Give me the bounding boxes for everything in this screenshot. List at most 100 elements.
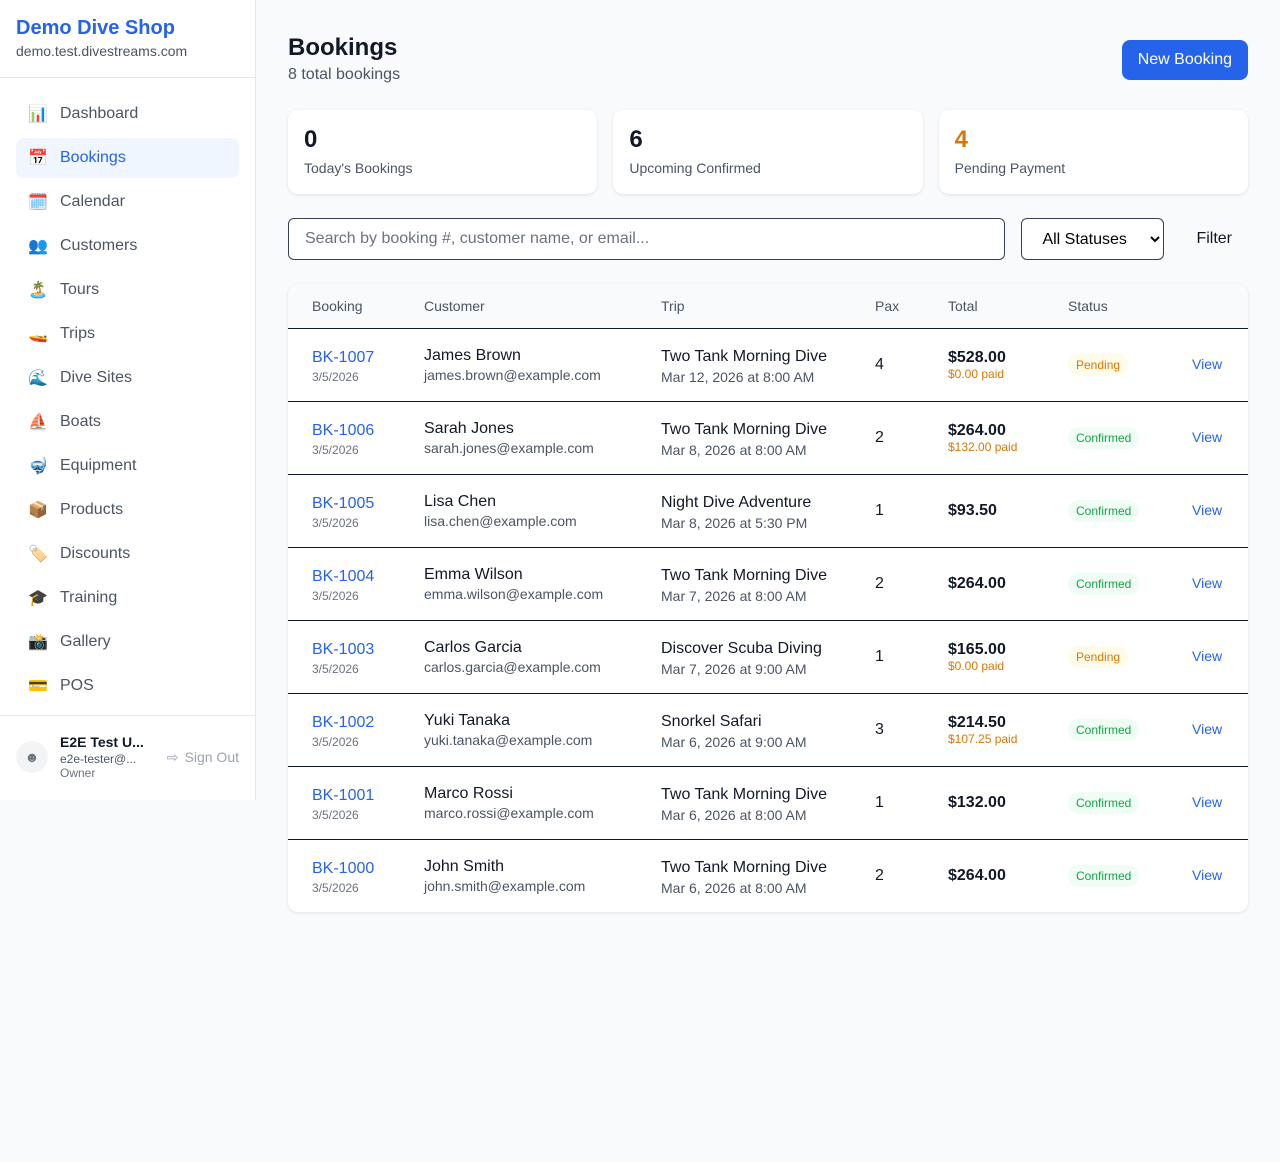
customer-name: Yuki Tanaka <box>424 711 510 729</box>
sidebar-item-label: Bookings <box>60 149 126 166</box>
booking-date: 3/5/2026 <box>312 734 359 749</box>
booking-total: $165.00 <box>948 640 1006 658</box>
table-row: BK-1002 3/5/2026 Yuki Tanaka yuki.tanaka@e… <box>288 693 1248 767</box>
discounts-icon: 🏷️ <box>28 546 48 563</box>
sidebar-item-dive-sites[interactable]: 🌊 Dive Sites <box>16 358 239 398</box>
sidebar-nav: 📊 Dashboard 📅 Bookings 🗓️ Calendar 👥 Customers 🏝… <box>0 78 255 706</box>
booking-link[interactable]: BK-1007 <box>312 348 375 366</box>
sidebar-item-tours[interactable]: 🏝️ Tours <box>16 270 239 310</box>
status-badge: Confirmed <box>1068 718 1140 741</box>
booking-link[interactable]: BK-1003 <box>312 640 375 658</box>
sidebar-item-customers[interactable]: 👥 Customers <box>16 226 239 266</box>
view-link[interactable]: View <box>1192 793 1223 810</box>
paid-amount: $132.00 paid <box>948 439 1018 454</box>
status-badge: Confirmed <box>1068 426 1140 449</box>
brand: Demo Dive Shop demo.test.divestreams.com <box>0 0 255 78</box>
sidebar-item-label: Gallery <box>60 633 111 650</box>
view-link[interactable]: View <box>1192 501 1223 518</box>
column-header: Customer <box>424 284 661 329</box>
customer-name: Lisa Chen <box>424 492 497 510</box>
view-link[interactable]: View <box>1192 866 1223 883</box>
booking-total: $93.50 <box>948 501 997 519</box>
user-email: e2e-tester@... <box>60 752 137 766</box>
stat-label: Today's Bookings <box>304 160 413 176</box>
booking-date: 3/5/2026 <box>312 442 359 457</box>
booking-link[interactable]: BK-1006 <box>312 421 375 439</box>
sidebar-item-calendar[interactable]: 🗓️ Calendar <box>16 182 239 222</box>
view-link[interactable]: View <box>1192 720 1223 737</box>
sidebar-item-label: Tours <box>60 281 100 298</box>
sign-out-button[interactable]: ⇨ Sign Out <box>167 749 239 766</box>
sidebar-item-training[interactable]: 🎓 Training <box>16 578 239 618</box>
trip-name: Two Tank Morning Dive <box>661 566 827 584</box>
user-role: Owner <box>60 766 96 780</box>
booking-link[interactable]: BK-1000 <box>312 859 375 877</box>
customer-email: carlos.garcia@example.com <box>424 658 601 675</box>
trip-time: Mar 12, 2026 at 8:00 AM <box>661 368 815 385</box>
booking-date: 3/5/2026 <box>312 807 359 822</box>
paid-amount: $0.00 paid <box>948 658 1005 673</box>
main-content: Bookings 8 total bookings New Booking 0 T… <box>288 32 1248 912</box>
paid-amount: $0.00 paid <box>948 366 1005 381</box>
booking-link[interactable]: BK-1004 <box>312 567 375 585</box>
table-row: BK-1004 3/5/2026 Emma Wilson emma.wilson@e… <box>288 547 1248 621</box>
shop-name[interactable]: Demo Dive Shop <box>16 17 175 39</box>
view-link[interactable]: View <box>1192 355 1223 372</box>
column-header: Booking <box>288 284 424 329</box>
sidebar-item-label: POS <box>60 677 94 694</box>
table-row: BK-1000 3/5/2026 John Smith john.smith@exa… <box>288 839 1248 912</box>
customer-email: yuki.tanaka@example.com <box>424 731 593 748</box>
sidebar-item-label: Customers <box>60 237 138 254</box>
stat-value: 0 <box>304 126 318 153</box>
booking-link[interactable]: BK-1005 <box>312 494 375 512</box>
stat-value: 4 <box>954 126 969 153</box>
trip-name: Two Tank Morning Dive <box>661 785 827 803</box>
trip-time: Mar 7, 2026 at 9:00 AM <box>661 660 807 677</box>
table-row: BK-1001 3/5/2026 Marco Rossi marco.rossi@e… <box>288 766 1248 840</box>
customer-email: john.smith@example.com <box>424 877 586 894</box>
filter-button[interactable]: Filter <box>1180 230 1248 248</box>
booking-date: 3/5/2026 <box>312 515 359 530</box>
sidebar-item-dashboard[interactable]: 📊 Dashboard <box>16 94 239 134</box>
sidebar-item-boats[interactable]: ⛵ Boats <box>16 402 239 442</box>
status-select[interactable]: All Statuses <box>1021 218 1165 260</box>
booking-link[interactable]: BK-1002 <box>312 713 375 731</box>
sign-out-icon: ⇨ <box>166 748 179 765</box>
sidebar-item-gallery[interactable]: 📸 Gallery <box>16 622 239 662</box>
sidebar-item-pos[interactable]: 💳 POS <box>16 666 239 706</box>
view-link[interactable]: View <box>1192 574 1223 591</box>
table-row: BK-1006 3/5/2026 Sarah Jones sarah.jones@e… <box>288 401 1248 475</box>
customer-name: John Smith <box>424 857 505 875</box>
booking-date: 3/5/2026 <box>312 369 359 384</box>
sign-out-label: Sign Out <box>184 749 239 765</box>
sidebar-item-bookings[interactable]: 📅 Bookings <box>16 138 239 178</box>
booking-link[interactable]: BK-1001 <box>312 786 375 804</box>
sidebar-item-label: Training <box>60 589 118 606</box>
trip-name: Two Tank Morning Dive <box>661 347 827 365</box>
search-input[interactable] <box>288 218 1006 260</box>
paid-amount: $107.25 paid <box>948 731 1018 746</box>
table-row: BK-1005 3/5/2026 Lisa Chen lisa.chen@examp… <box>288 474 1248 548</box>
sidebar-item-trips[interactable]: 🚤 Trips <box>16 314 239 354</box>
bookings-table: Booking Customer Trip Pax Total Status BK-100… <box>288 284 1248 912</box>
customer-name: Sarah Jones <box>424 419 514 437</box>
sidebar-item-products[interactable]: 📦 Products <box>16 490 239 530</box>
booking-date: 3/5/2026 <box>312 661 359 676</box>
gallery-icon: 📸 <box>28 634 48 651</box>
view-link[interactable]: View <box>1192 428 1223 445</box>
pax-count: 4 <box>875 355 884 373</box>
sidebar-item-discounts[interactable]: 🏷️ Discounts <box>16 534 239 574</box>
customer-email: james.brown@example.com <box>424 366 601 383</box>
booking-total: $214.50 <box>948 713 1006 731</box>
new-booking-button[interactable]: New Booking <box>1121 40 1248 80</box>
sidebar-item-label: Equipment <box>60 457 137 474</box>
booking-date: 3/5/2026 <box>312 880 359 895</box>
trip-time: Mar 7, 2026 at 8:00 AM <box>661 587 807 604</box>
column-header: Total <box>948 284 1068 329</box>
table-row: BK-1003 3/5/2026 Carlos Garcia carlos.garc… <box>288 620 1248 694</box>
dashboard-icon: 📊 <box>28 106 48 123</box>
sidebar-item-equipment[interactable]: 🤿 Equipment <box>16 446 239 486</box>
view-link[interactable]: View <box>1192 647 1223 664</box>
status-badge: Pending <box>1068 645 1129 668</box>
status-badge: Confirmed <box>1068 864 1140 887</box>
